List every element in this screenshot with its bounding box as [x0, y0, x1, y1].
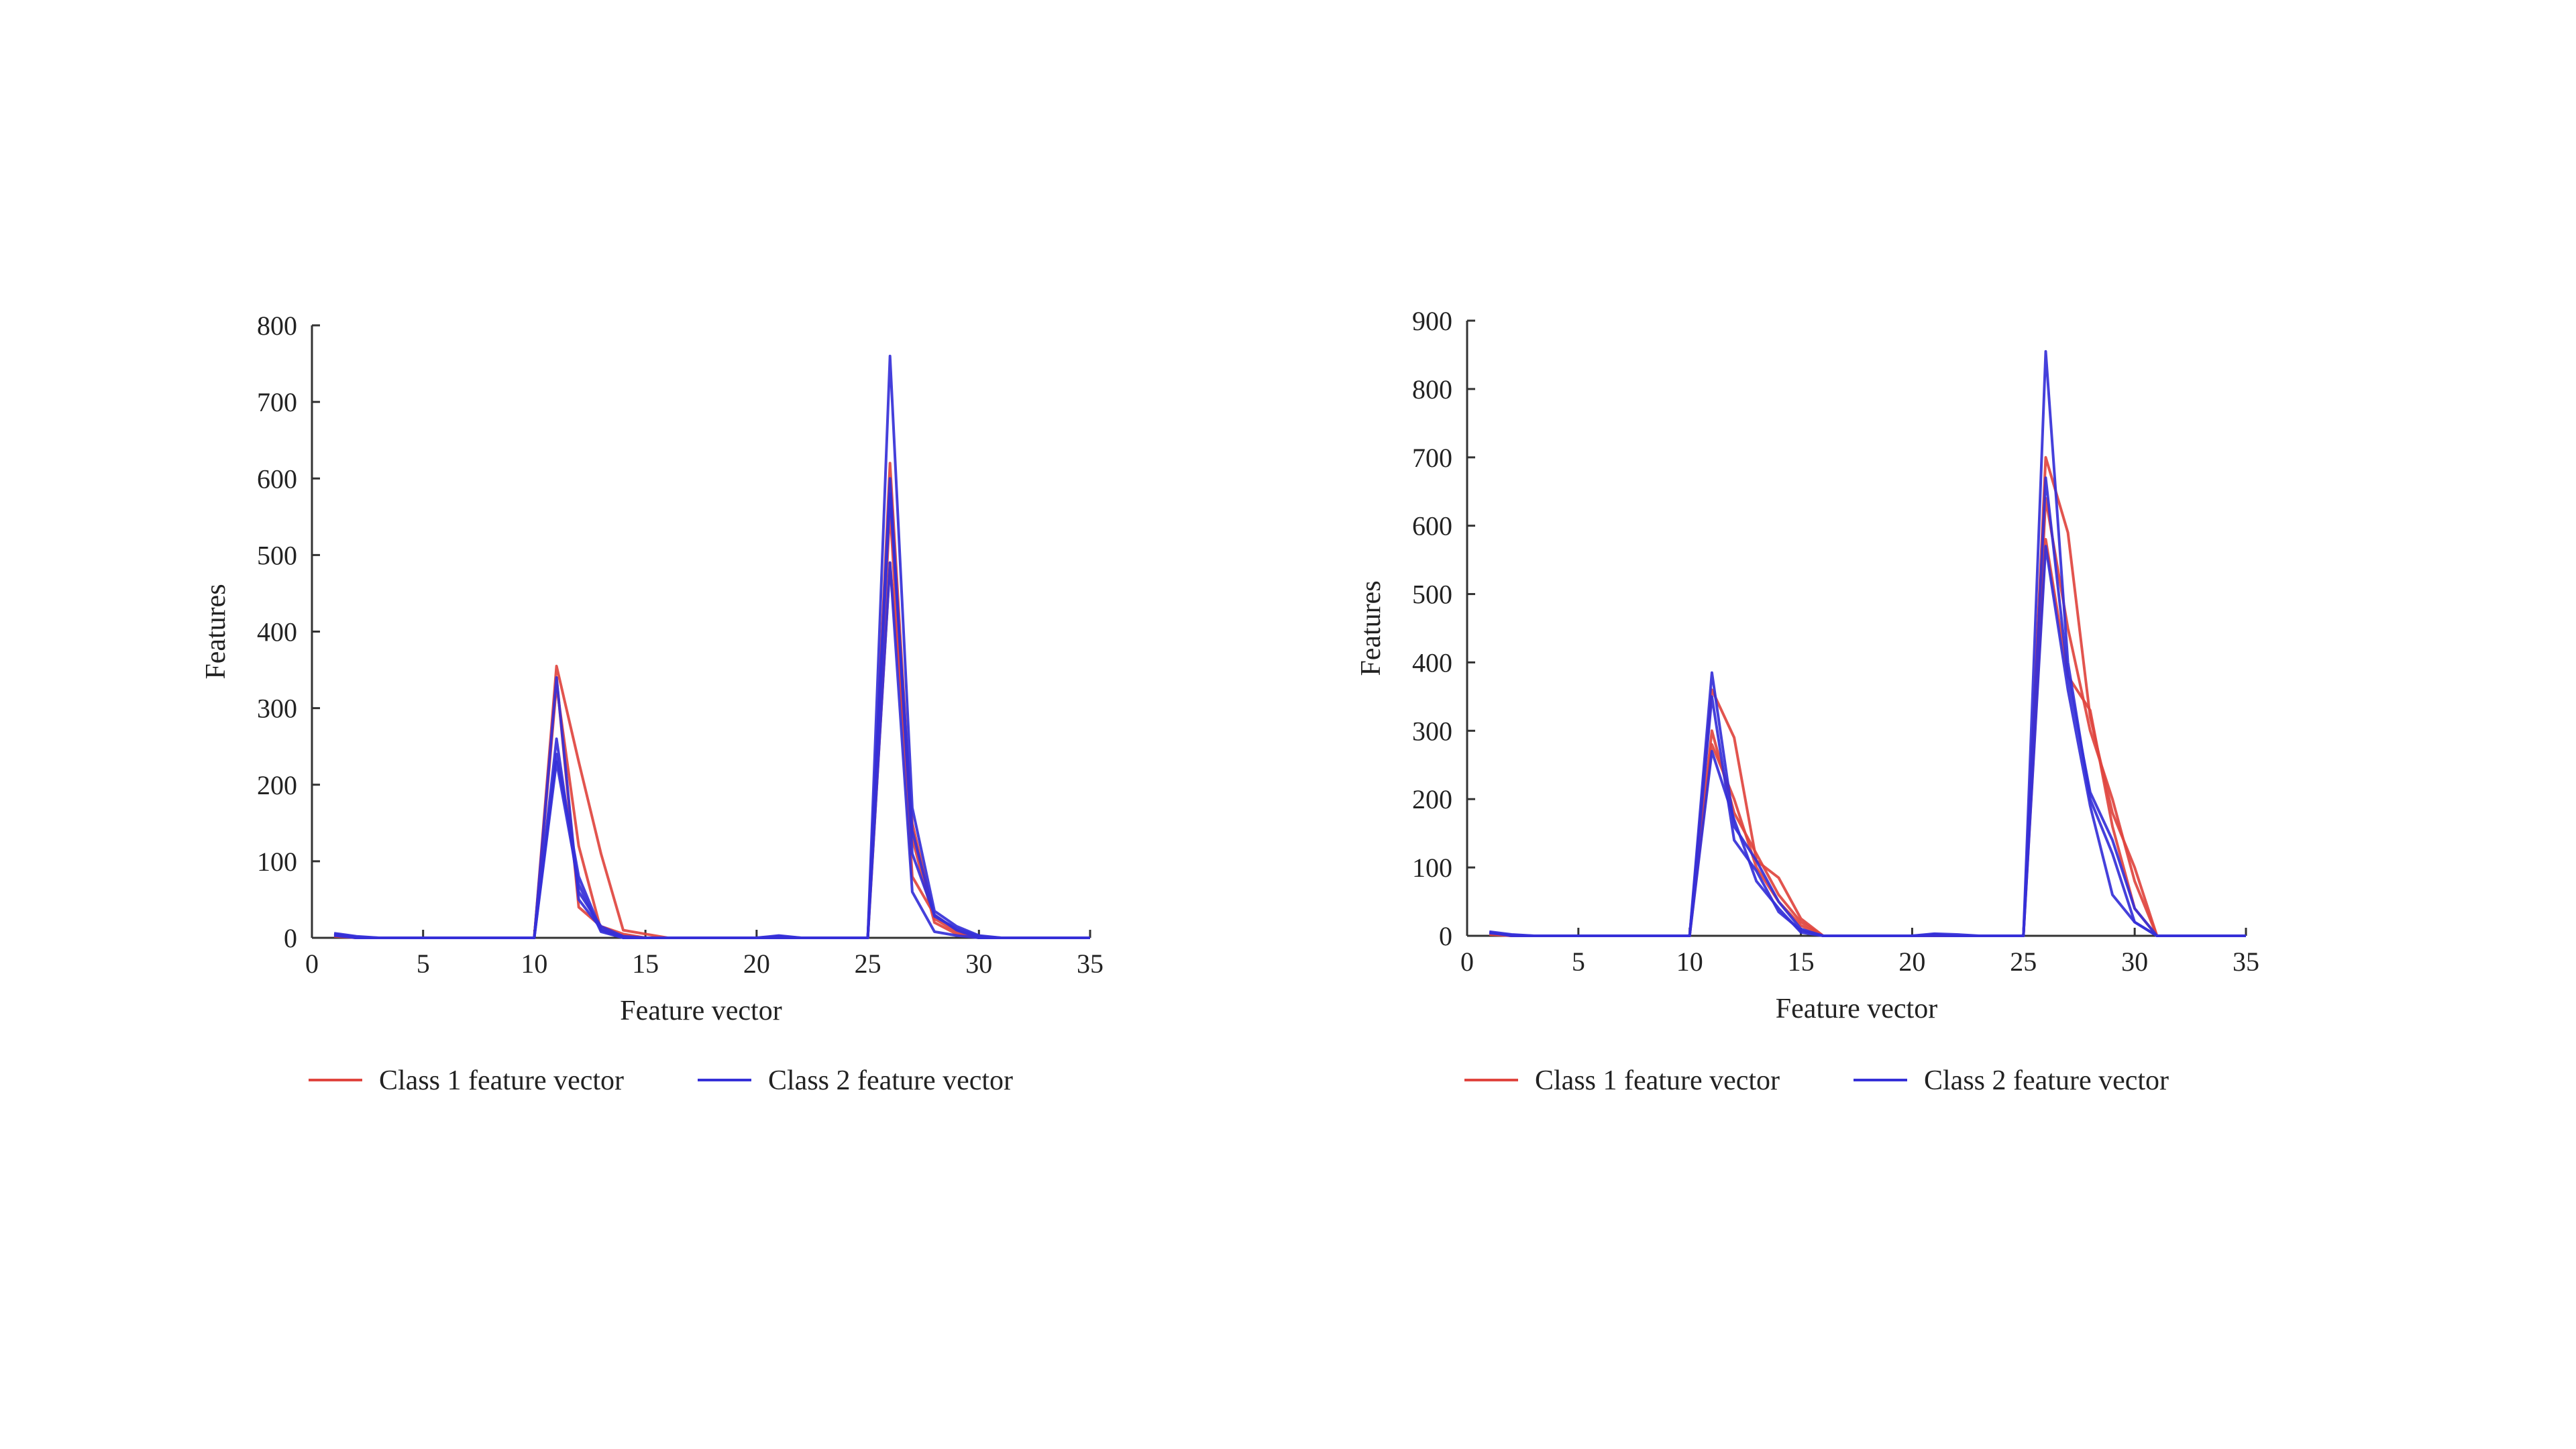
y-tick-label: 200: [257, 770, 297, 800]
x-tick-label: 30: [965, 949, 992, 979]
series-line-class-1-2: [333, 507, 1090, 939]
series-line-class-2-4: [1489, 350, 2246, 937]
x-tick-label: 15: [1788, 947, 1815, 977]
x-tick-label: 5: [417, 949, 430, 979]
x-tick-label: 5: [1572, 947, 1585, 977]
y-tick-label: 200: [1412, 784, 1452, 814]
x-tick-label: 25: [855, 949, 881, 979]
series-line-class-2-5: [333, 477, 1090, 939]
x-axis-title: Feature vector: [1776, 994, 1937, 1024]
y-tick-label: 400: [1412, 647, 1452, 678]
y-tick-label: 700: [257, 387, 297, 417]
y-tick-label: 500: [1412, 580, 1452, 610]
series-line-class-2-6: [1489, 476, 2246, 937]
y-tick-label: 600: [1412, 511, 1452, 541]
y-axis-title: Features: [201, 584, 231, 679]
x-tick-label: 10: [1676, 947, 1703, 977]
x-tick-label: 35: [2233, 947, 2259, 977]
series-line-class-2-7: [333, 492, 1090, 939]
y-tick-label: 700: [1412, 443, 1452, 473]
x-tick-label: 25: [2010, 947, 2037, 977]
x-tick-label: 10: [521, 949, 547, 979]
y-tick-label: 0: [1439, 921, 1452, 951]
legend-label-2: Class 2 feature vector: [768, 1065, 1013, 1096]
x-tick-label: 30: [2121, 947, 2148, 977]
series-line-class-1-3: [333, 561, 1090, 939]
x-tick-label: 20: [743, 949, 770, 979]
y-tick-label: 400: [257, 617, 297, 647]
x-tick-label: 35: [1077, 949, 1104, 979]
chart-2: 0 100 200 300 400 500 600 700 800 900 0 5 10 15 20 25 30…: [1356, 306, 2259, 1096]
y-tick-label: 300: [1412, 716, 1452, 746]
x-tick-label: 15: [632, 949, 659, 979]
y-axis-title: Features: [1356, 580, 1387, 676]
series-line-class-1-2: [1489, 496, 2246, 937]
y-tick-label: 300: [257, 694, 297, 724]
legend-label-2: Class 2 feature vector: [1924, 1065, 2169, 1096]
x-tick-label: 20: [1898, 947, 1925, 977]
y-tick-label: 0: [284, 923, 297, 953]
x-axis-title: Feature vector: [620, 996, 782, 1026]
series-line-class-1-1: [333, 462, 1090, 939]
y-tick-label: 500: [257, 540, 297, 570]
y-tick-label: 800: [1412, 374, 1452, 405]
y-tick-label: 900: [1412, 306, 1452, 336]
legend: Class 1 feature vector Class 2 feature ve…: [1464, 1065, 2169, 1096]
legend-label-1: Class 1 feature vector: [379, 1065, 624, 1096]
series-line-class-1-1: [1489, 455, 2246, 937]
y-tick-label: 100: [1412, 853, 1452, 883]
y-tick-label: 100: [257, 847, 297, 877]
legend: Class 1 feature vector Class 2 feature ve…: [309, 1065, 1013, 1096]
x-tick-label: 0: [1460, 947, 1474, 977]
legend-label-1: Class 1 feature vector: [1535, 1065, 1780, 1096]
chart-1: 0 100 200 300 400 500 600 700 800 0 5 10 15 20 25 30 35 F…: [201, 311, 1104, 1096]
y-tick-label: 800: [257, 311, 297, 341]
x-tick-label: 0: [305, 949, 319, 979]
series-line-class-2-4: [333, 354, 1090, 939]
y-tick-label: 600: [257, 464, 297, 494]
series-line-class-2-6: [333, 561, 1090, 939]
